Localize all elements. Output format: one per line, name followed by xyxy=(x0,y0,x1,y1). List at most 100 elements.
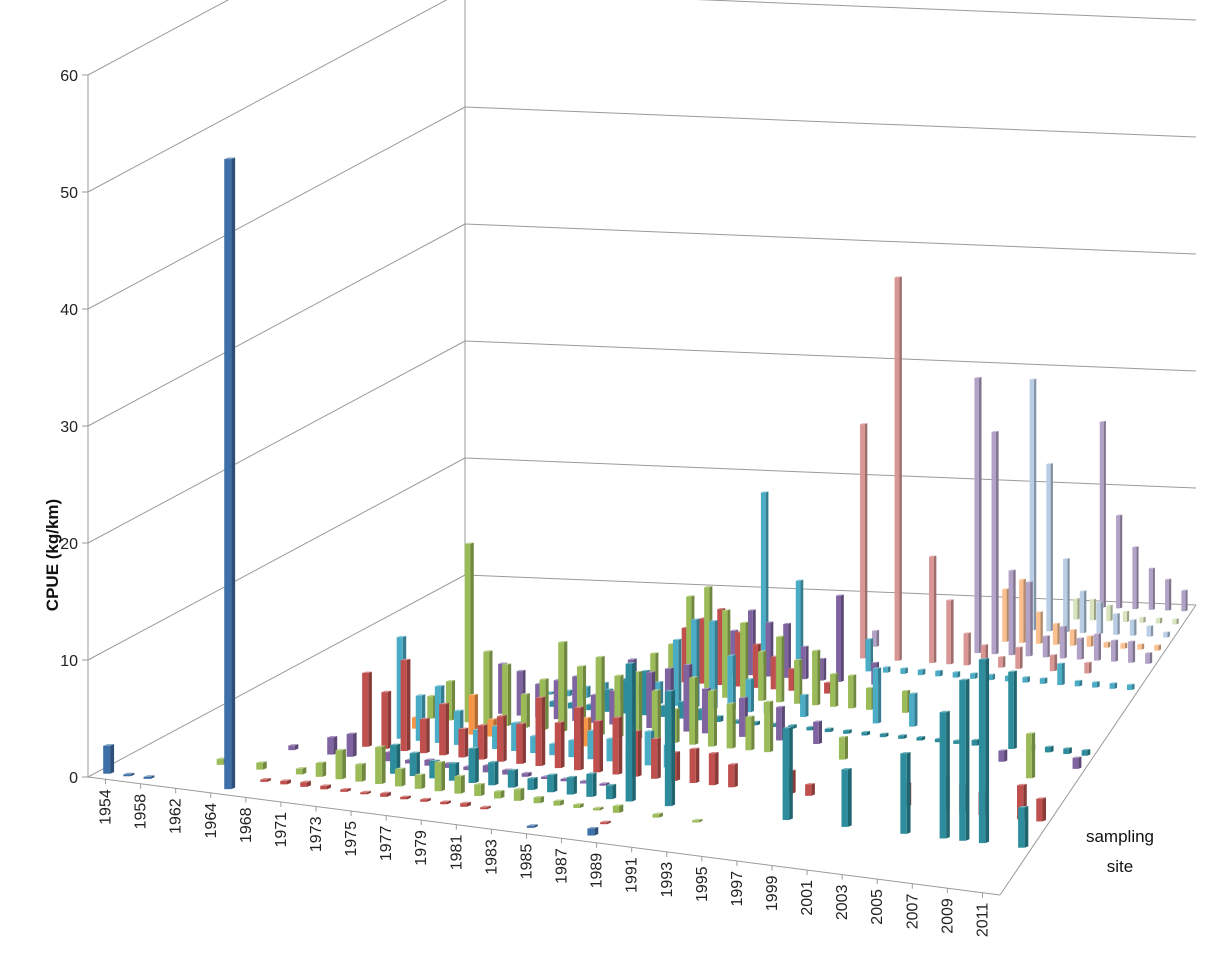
bar xyxy=(1089,598,1097,621)
bar xyxy=(507,768,519,788)
bar xyxy=(1018,806,1029,848)
gridline-left-wall xyxy=(87,340,466,544)
bar xyxy=(1163,631,1170,638)
bar xyxy=(554,721,565,769)
bar xyxy=(599,782,610,786)
bar xyxy=(400,658,411,752)
bar xyxy=(520,693,530,728)
bar xyxy=(805,783,815,796)
bar xyxy=(586,772,597,797)
floor-front-edge xyxy=(87,776,1001,896)
x-tick-label: 1979 xyxy=(413,830,430,866)
bar xyxy=(1026,732,1036,779)
bar xyxy=(573,803,584,809)
bar xyxy=(1122,610,1130,622)
bar xyxy=(818,657,827,681)
bar xyxy=(898,734,907,739)
gridline-back-wall xyxy=(696,0,1197,21)
bar xyxy=(800,645,809,680)
bar xyxy=(1057,662,1065,686)
bar xyxy=(123,772,135,777)
gridline-left-wall xyxy=(87,457,466,661)
bar xyxy=(1172,618,1179,625)
x-tick-label: 1977 xyxy=(378,825,395,861)
bar xyxy=(727,654,736,711)
bar xyxy=(380,791,391,797)
bar xyxy=(335,748,346,780)
bar xyxy=(143,775,155,779)
bar xyxy=(1063,747,1072,755)
bar xyxy=(1154,644,1162,651)
bar xyxy=(998,749,1008,762)
bar xyxy=(879,732,889,738)
bar xyxy=(991,430,999,655)
bar xyxy=(1052,622,1060,645)
bar xyxy=(1181,589,1188,612)
bar xyxy=(1046,463,1053,632)
x-tick-label: 1971 xyxy=(273,812,290,848)
bars xyxy=(103,157,1188,848)
bar xyxy=(998,655,1006,668)
bar xyxy=(625,662,636,802)
gridline-left-wall xyxy=(87,574,466,778)
bar xyxy=(419,717,430,754)
bar xyxy=(280,779,291,785)
x-tick-label: 1989 xyxy=(589,853,606,889)
x-tick-label: 1954 xyxy=(98,789,115,825)
bar xyxy=(527,776,538,790)
bar xyxy=(612,804,624,813)
depth-axis-title-line2: site xyxy=(1107,857,1133,876)
x-tick-label: 1962 xyxy=(168,798,185,834)
bar xyxy=(1092,681,1100,688)
bar xyxy=(1110,639,1119,662)
bar xyxy=(1042,635,1050,658)
bar xyxy=(256,761,267,770)
bar xyxy=(362,671,372,747)
bar xyxy=(1128,640,1136,663)
x-tick-label: 1981 xyxy=(448,835,465,871)
x-tick-label: 1968 xyxy=(238,807,255,843)
x-tick-label: 1995 xyxy=(694,866,711,902)
bar xyxy=(1093,633,1101,661)
bar xyxy=(909,692,918,727)
bar xyxy=(1049,654,1058,672)
bar xyxy=(1113,612,1120,635)
bar xyxy=(1079,590,1087,634)
bar xyxy=(1155,617,1163,624)
bar xyxy=(558,641,568,732)
bar xyxy=(327,735,338,755)
bar xyxy=(103,744,115,774)
bar xyxy=(414,773,426,789)
bar xyxy=(952,671,961,678)
bar xyxy=(573,706,584,771)
bar xyxy=(1076,637,1084,660)
bar xyxy=(939,710,950,839)
gridline-back-wall xyxy=(464,340,1197,372)
bar xyxy=(483,650,493,725)
x-tick-label: 1985 xyxy=(518,844,535,880)
x-tick-label: 2009 xyxy=(939,898,956,934)
bar xyxy=(841,768,852,827)
bar xyxy=(1025,581,1033,657)
depth-axis-title-line1: sampling xyxy=(1086,827,1154,846)
bar xyxy=(894,276,902,661)
gridline-left-wall xyxy=(87,223,466,427)
x-tick-label: 2001 xyxy=(799,880,816,916)
bar xyxy=(1139,616,1146,623)
bar xyxy=(795,579,804,667)
bar xyxy=(439,702,449,756)
bar xyxy=(1126,683,1135,691)
x-tick-labels: 1954 1958 1962 1964 1968 1971 1973 1975 1977 1979… xyxy=(98,779,991,937)
y-tick-labels: 0 10 20 30 40 50 60 xyxy=(60,68,78,787)
bar xyxy=(1074,679,1083,687)
bar xyxy=(917,668,926,676)
bar xyxy=(260,778,271,782)
bar xyxy=(535,696,546,766)
x-tick-label: 1964 xyxy=(203,803,220,839)
bar xyxy=(959,678,970,841)
bar xyxy=(1036,611,1043,644)
bar xyxy=(1039,677,1048,684)
bar xyxy=(595,655,605,736)
bar xyxy=(1002,588,1010,642)
